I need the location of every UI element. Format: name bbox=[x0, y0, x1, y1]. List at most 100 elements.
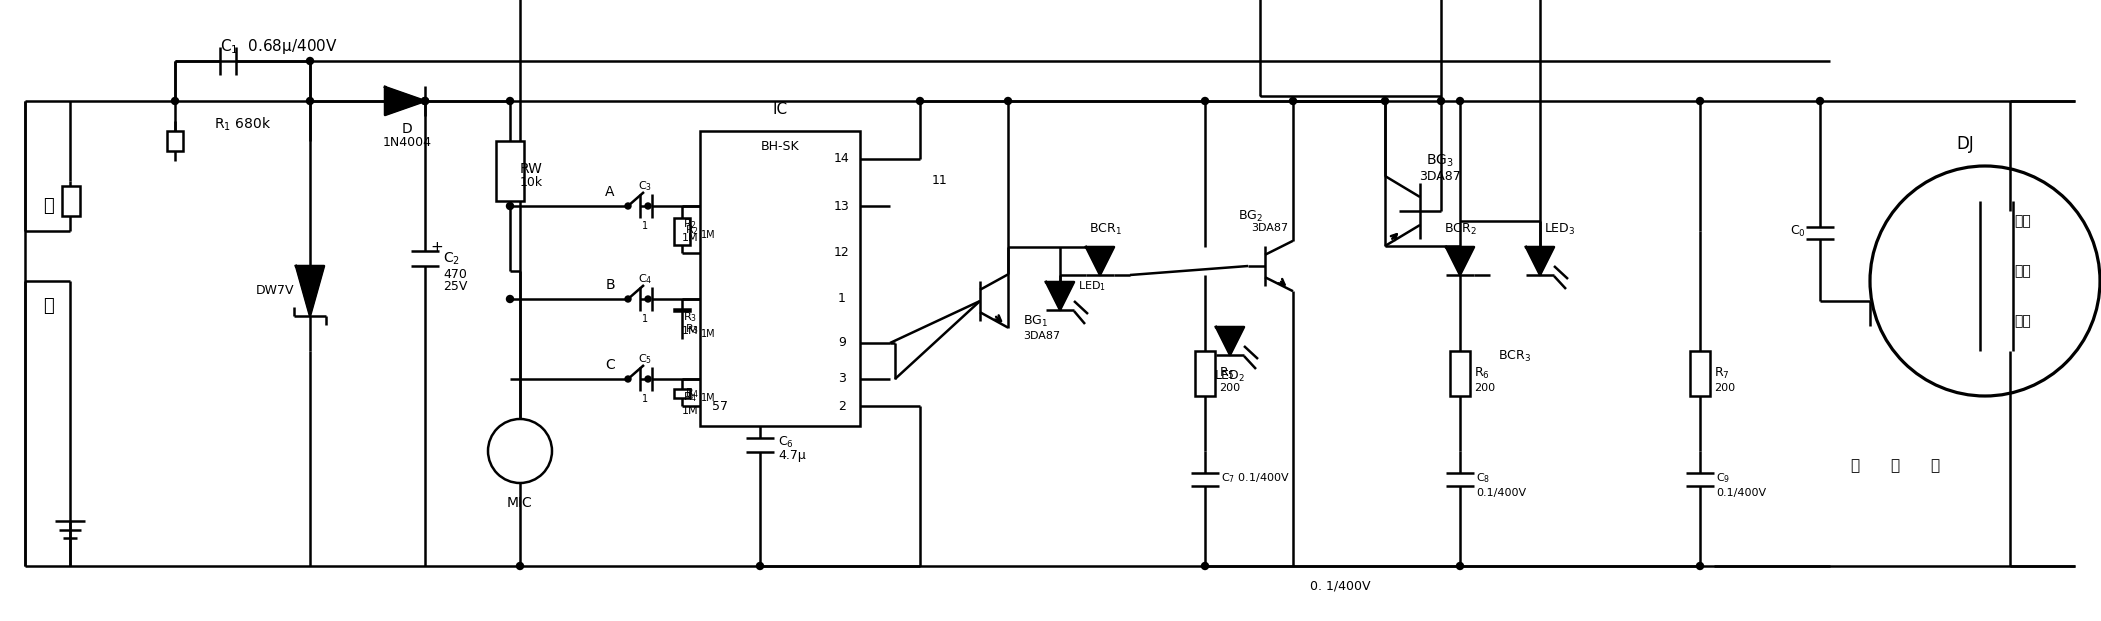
Text: 14: 14 bbox=[834, 153, 851, 166]
Text: 13: 13 bbox=[834, 199, 851, 212]
Text: C$_6$: C$_6$ bbox=[777, 435, 794, 450]
Text: LED$_3$: LED$_3$ bbox=[1544, 222, 1576, 237]
Text: 1M: 1M bbox=[702, 329, 714, 339]
Text: +: + bbox=[431, 240, 443, 255]
Text: 25V: 25V bbox=[443, 281, 466, 294]
Text: BCR$_1$: BCR$_1$ bbox=[1088, 222, 1122, 237]
Circle shape bbox=[756, 563, 763, 569]
Text: 黑: 黑 bbox=[1931, 458, 1939, 473]
Circle shape bbox=[1696, 97, 1704, 104]
Text: 57: 57 bbox=[712, 399, 729, 412]
Text: IC: IC bbox=[773, 101, 788, 117]
Text: 火: 火 bbox=[42, 197, 53, 215]
Text: 200: 200 bbox=[1219, 383, 1240, 393]
Text: 1: 1 bbox=[643, 314, 647, 324]
Text: R$_7$: R$_7$ bbox=[1714, 365, 1729, 381]
Text: 10k: 10k bbox=[521, 176, 544, 189]
Circle shape bbox=[1382, 97, 1389, 104]
Text: RW: RW bbox=[521, 162, 542, 176]
Text: 0. 1/400V: 0. 1/400V bbox=[1309, 579, 1370, 592]
Circle shape bbox=[1290, 97, 1296, 104]
Circle shape bbox=[307, 97, 313, 104]
Bar bbox=[1689, 351, 1710, 396]
Text: C$_5$: C$_5$ bbox=[639, 352, 651, 366]
Text: 3DA87: 3DA87 bbox=[1023, 331, 1061, 341]
Text: 零: 零 bbox=[42, 297, 53, 315]
Circle shape bbox=[172, 97, 179, 104]
Text: R$_4$: R$_4$ bbox=[683, 390, 698, 404]
Polygon shape bbox=[1445, 247, 1475, 275]
Text: C$_0$: C$_0$ bbox=[1790, 224, 1807, 238]
Text: C$_8$: C$_8$ bbox=[1477, 471, 1490, 485]
Text: 200: 200 bbox=[1475, 383, 1496, 393]
Text: 0.1/400V: 0.1/400V bbox=[1717, 488, 1767, 498]
Circle shape bbox=[487, 419, 553, 483]
Text: R$_1$ 680k: R$_1$ 680k bbox=[214, 116, 271, 133]
Text: 1M: 1M bbox=[681, 233, 698, 243]
Text: BG$_2$: BG$_2$ bbox=[1237, 209, 1263, 224]
Polygon shape bbox=[1046, 282, 1074, 310]
Text: 1: 1 bbox=[643, 221, 647, 231]
Circle shape bbox=[1456, 563, 1464, 569]
Text: BCR$_2$: BCR$_2$ bbox=[1443, 222, 1477, 237]
Text: R$_6$: R$_6$ bbox=[1475, 365, 1490, 381]
Text: C: C bbox=[605, 358, 616, 372]
Bar bbox=[1450, 351, 1471, 396]
Circle shape bbox=[624, 376, 630, 382]
Text: 副相: 副相 bbox=[2015, 314, 2032, 328]
Text: R$_2$: R$_2$ bbox=[685, 223, 700, 237]
Circle shape bbox=[1202, 97, 1208, 104]
Text: DJ: DJ bbox=[1956, 135, 1973, 153]
Text: 调速: 调速 bbox=[2015, 214, 2032, 228]
Text: 主相: 主相 bbox=[2015, 264, 2032, 278]
Text: 11: 11 bbox=[933, 175, 948, 188]
Text: D: D bbox=[401, 122, 412, 136]
Text: R$_4$: R$_4$ bbox=[685, 386, 700, 400]
Circle shape bbox=[1696, 563, 1704, 569]
Text: 9: 9 bbox=[838, 337, 847, 350]
Text: BH-SK: BH-SK bbox=[761, 140, 798, 153]
Text: DW7V: DW7V bbox=[256, 284, 294, 297]
Bar bbox=[496, 141, 523, 201]
Bar bbox=[166, 131, 183, 151]
Text: 1M: 1M bbox=[702, 230, 714, 240]
Text: C$_3$: C$_3$ bbox=[639, 179, 651, 193]
Text: R$_3$: R$_3$ bbox=[683, 310, 698, 324]
Polygon shape bbox=[384, 87, 424, 115]
Text: C$_9$: C$_9$ bbox=[1717, 471, 1731, 485]
Circle shape bbox=[1870, 166, 2101, 396]
Bar bbox=[674, 309, 689, 311]
Text: 2: 2 bbox=[838, 399, 847, 412]
Circle shape bbox=[517, 563, 523, 569]
Circle shape bbox=[645, 203, 651, 209]
Text: 蓝: 蓝 bbox=[1891, 458, 1899, 473]
Circle shape bbox=[506, 202, 513, 209]
Text: LED$_2$: LED$_2$ bbox=[1214, 368, 1246, 384]
Circle shape bbox=[645, 376, 651, 382]
Text: C$_1$  0.68μ/400V: C$_1$ 0.68μ/400V bbox=[221, 37, 338, 55]
Text: 1M: 1M bbox=[681, 326, 698, 336]
Text: 0.1/400V: 0.1/400V bbox=[1477, 488, 1525, 498]
Bar bbox=[700, 131, 859, 426]
Bar bbox=[1195, 351, 1214, 396]
Bar bbox=[674, 218, 689, 245]
Circle shape bbox=[1202, 563, 1208, 569]
Text: R$_5$: R$_5$ bbox=[1219, 365, 1235, 381]
Circle shape bbox=[1456, 97, 1464, 104]
Circle shape bbox=[645, 296, 651, 302]
Text: 470: 470 bbox=[443, 268, 466, 281]
Text: C$_2$: C$_2$ bbox=[443, 251, 460, 267]
Polygon shape bbox=[296, 266, 324, 316]
Text: 1N4004: 1N4004 bbox=[382, 137, 431, 150]
Text: BG$_3$: BG$_3$ bbox=[1427, 153, 1454, 169]
Text: 200: 200 bbox=[1714, 383, 1735, 393]
Text: 4.7μ: 4.7μ bbox=[777, 450, 807, 463]
Circle shape bbox=[1004, 97, 1011, 104]
Circle shape bbox=[506, 97, 513, 104]
Circle shape bbox=[422, 97, 429, 104]
Bar bbox=[63, 186, 80, 216]
Text: B: B bbox=[605, 278, 616, 292]
Text: 黄: 黄 bbox=[1851, 458, 1859, 473]
Text: 1: 1 bbox=[838, 292, 847, 306]
Bar bbox=[674, 389, 689, 398]
